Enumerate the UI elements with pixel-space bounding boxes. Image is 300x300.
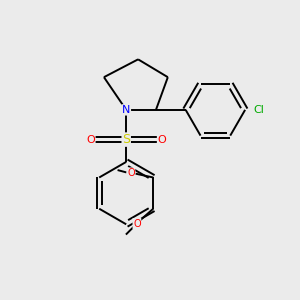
Text: S: S [122,133,130,146]
Text: O: O [133,219,141,229]
Text: O: O [127,168,135,178]
Text: O: O [86,135,95,145]
Text: O: O [158,135,166,145]
Text: Cl: Cl [253,105,264,115]
Text: N: N [122,105,130,115]
